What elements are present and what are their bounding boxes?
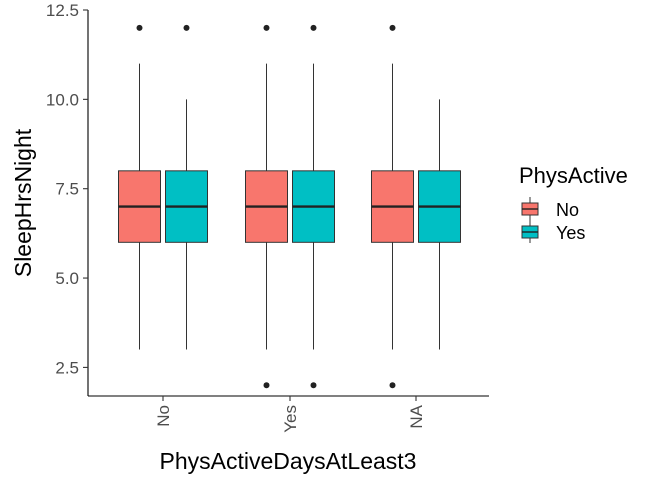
outlier-point <box>183 24 190 31</box>
box-no-no <box>118 24 161 350</box>
outlier-point <box>263 382 270 389</box>
box-no-yes <box>165 24 208 350</box>
outlier-point <box>310 382 317 389</box>
legend-label: No <box>556 200 579 220</box>
x-tick-label-no: No <box>154 405 173 427</box>
y-tick-label: 2.5 <box>55 358 79 377</box>
outlier-point <box>389 24 396 31</box>
box-yes-no <box>245 24 288 389</box>
box-na-yes <box>418 99 461 350</box>
legend: PhysActive No Yes <box>519 163 628 243</box>
x-tick-label-yes: Yes <box>281 405 300 433</box>
axes: 2.5 5.0 7.5 10.0 12.5 No Yes NA <box>46 1 489 433</box>
y-tick-label: 12.5 <box>46 1 79 20</box>
legend-title: PhysActive <box>519 163 628 188</box>
outlier-point <box>389 382 396 389</box>
y-tick-label: 7.5 <box>55 180 79 199</box>
legend-entry-yes: Yes <box>521 220 585 243</box>
outlier-point <box>310 24 317 31</box>
box-yes-yes <box>292 24 335 389</box>
outlier-point <box>136 24 143 31</box>
plot-area <box>118 24 461 389</box>
y-axis-title: SleepHrsNight <box>10 128 36 277</box>
legend-label: Yes <box>556 223 585 243</box>
x-tick-label-na: NA <box>407 404 426 428</box>
legend-entry-no: No <box>521 197 579 220</box>
x-axis-title: PhysActiveDaysAtLeast3 <box>160 448 417 474</box>
outlier-point <box>263 24 270 31</box>
box-na-no <box>371 24 414 389</box>
y-tick-label: 5.0 <box>55 269 79 288</box>
y-tick-label: 10.0 <box>46 90 79 109</box>
